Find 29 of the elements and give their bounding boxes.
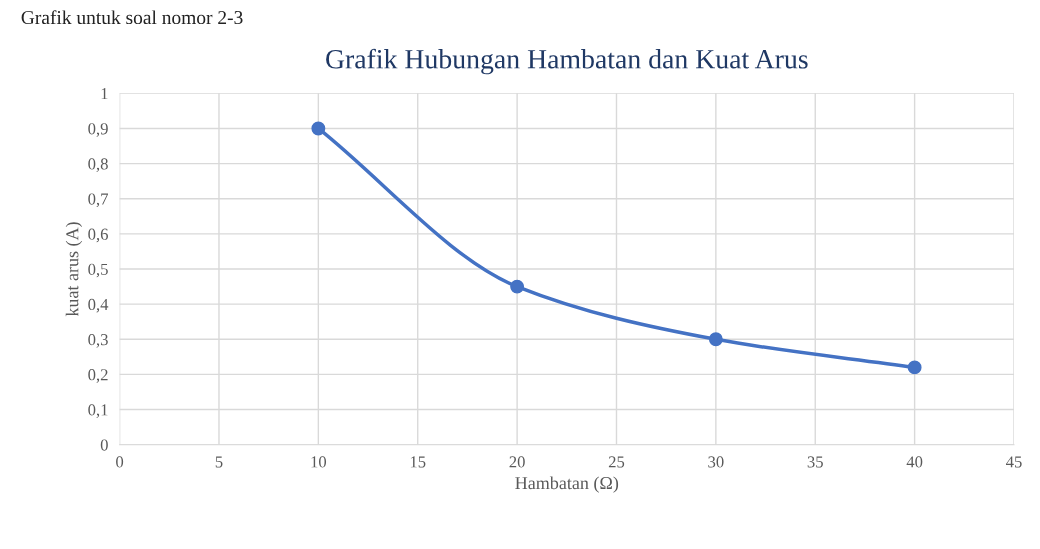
x-tick-label: 35 — [807, 456, 823, 468]
y-tick-label: 0,9 — [88, 123, 108, 137]
point — [510, 279, 525, 294]
x-tick-label: 45 — [1005, 456, 1022, 468]
point — [311, 121, 326, 136]
y-tick-label: 0,7 — [88, 193, 109, 208]
point — [708, 332, 723, 347]
y-axis-title: kuat arus (A) — [65, 222, 83, 317]
x-tick-label: 10 — [311, 456, 327, 468]
y-tick-label: 0,8 — [88, 158, 108, 172]
y-tick-label: 0,5 — [88, 263, 108, 278]
chart-title: Grafik Hubungan Hambatan dan Kuat Arus — [326, 48, 808, 75]
x-axis-title: Hambatan (Ω) — [515, 476, 619, 493]
x-tick-label: 0 — [116, 456, 124, 468]
text: Grafik untuk soal nomor 2-3 — [21, 10, 243, 25]
y-tick-label: 0,1 — [88, 404, 108, 418]
point — [907, 360, 922, 375]
x-tick-label: 25 — [608, 456, 625, 468]
y-tick-label: 0,3 — [88, 333, 108, 348]
x-tick-label: 40 — [906, 456, 923, 468]
x-tick-label: 20 — [509, 456, 525, 468]
y-tick-label: 1 — [101, 88, 108, 100]
x-tick-label: 5 — [215, 456, 223, 468]
y-tick-label: 0 — [100, 439, 108, 451]
y-tick-label: 0,2 — [88, 369, 108, 383]
x-tick-label: 15 — [410, 456, 426, 468]
x-tick-label: 30 — [708, 456, 724, 468]
y-tick-label: 0,4 — [88, 298, 109, 313]
y-tick-label: 0,6 — [88, 228, 108, 243]
